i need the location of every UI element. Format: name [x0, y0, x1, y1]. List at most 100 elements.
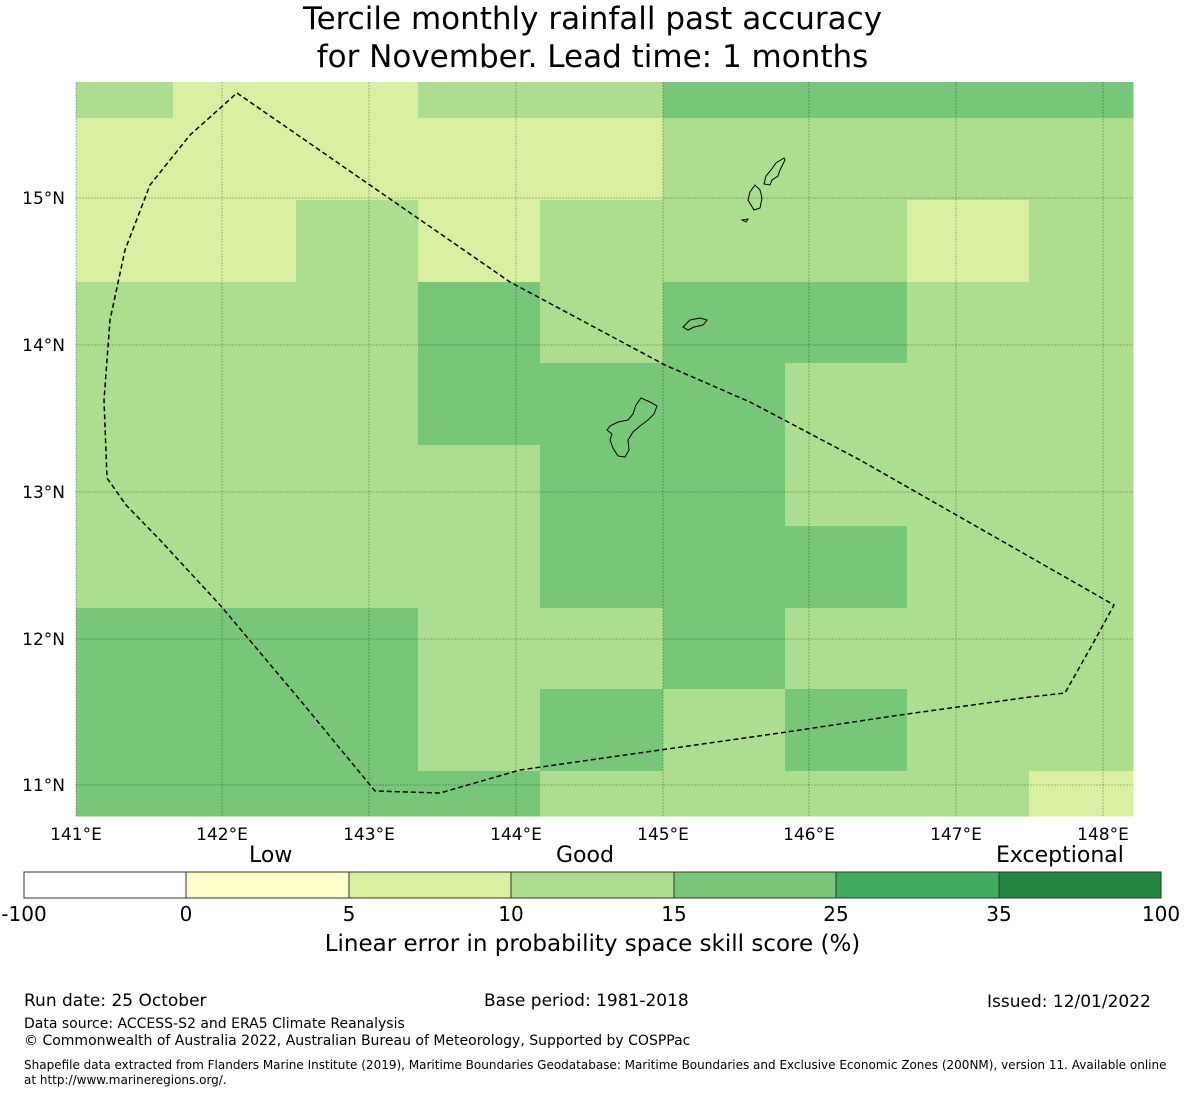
grid-cell: [663, 608, 786, 690]
grid-cell: [418, 118, 541, 201]
colorbar-segment: [23, 871, 187, 899]
grid-cell: [785, 526, 908, 609]
grid-cell: [173, 200, 297, 283]
grid-cell: [173, 445, 297, 527]
grid-cell: [173, 608, 297, 690]
grid-cell: [76, 282, 174, 364]
grid-cell: [1029, 118, 1134, 201]
grid-cell: [1029, 200, 1134, 283]
lat-tick-label: 12°N: [22, 630, 65, 650]
grid-cell: [173, 82, 297, 119]
grid-cell: [296, 118, 419, 201]
grid-cell: [663, 771, 786, 817]
island-tinian: [747, 184, 763, 211]
grid-cell: [76, 82, 174, 119]
map-title: Tercile monthly rainfall past accuracy f…: [0, 0, 1185, 76]
grid-cell: [663, 200, 786, 283]
grid-cell: [1029, 608, 1134, 690]
grid-cell: [540, 118, 664, 201]
grid-cell: [173, 118, 297, 201]
grid-cell: [173, 282, 297, 364]
grid-cell: [418, 771, 541, 817]
grid-cell: [296, 608, 419, 690]
grid-cell: [663, 526, 786, 609]
colorbar-label-exceptional: Exceptional: [996, 843, 1124, 868]
lon-tick-label: 141°E: [50, 825, 102, 845]
colorbar-tick: 10: [498, 902, 524, 926]
grid-cell: [907, 363, 1030, 446]
colorbar-label-good: Good: [556, 843, 614, 868]
colorbar-tick: 0: [179, 902, 193, 926]
colorbar-segment: [348, 871, 512, 899]
grid-cell: [540, 363, 664, 446]
lon-tick-label: 146°E: [783, 825, 835, 845]
colorbar-segment: [673, 871, 837, 899]
grid-cell: [76, 526, 174, 609]
island-rota: [682, 317, 708, 331]
lat-tick-label: 14°N: [22, 336, 65, 356]
lat-tick-label: 11°N: [22, 776, 65, 796]
grid-cell: [76, 118, 174, 201]
colorbar-label-low: Low: [249, 843, 293, 868]
lon-tick-label: 143°E: [343, 825, 395, 845]
grid-cell: [540, 200, 664, 283]
grid-cell: [663, 689, 786, 772]
grid-cell: [663, 82, 786, 119]
colorbar-tick: 35: [986, 902, 1012, 926]
grid-cell: [785, 282, 908, 364]
grid-cell: [907, 200, 1030, 283]
grid-cell: [785, 608, 908, 690]
colorbar-tick: 5: [342, 902, 356, 926]
lon-tick-label: 147°E: [930, 825, 982, 845]
grid-cell: [296, 445, 419, 527]
grid-cell: [663, 363, 786, 446]
lat-tick-label: 13°N: [22, 483, 65, 503]
grid-cell: [663, 445, 786, 527]
grid-cell: [663, 282, 786, 364]
colorbar-segment: [998, 871, 1162, 899]
colorbar-tick: -100: [1, 902, 47, 926]
grid-cell: [540, 445, 664, 527]
copyright: © Commonwealth of Australia 2022, Austra…: [24, 1033, 691, 1049]
lat-tick-label: 15°N: [22, 189, 65, 209]
grid-cell: [540, 771, 664, 817]
grid-cell: [907, 689, 1030, 772]
grid-cell: [785, 82, 908, 119]
grid-cell: [663, 118, 786, 201]
skill-grid: [76, 82, 1134, 817]
grid-cell: [76, 200, 174, 283]
lon-tick-label: 145°E: [637, 825, 689, 845]
title-line-2: for November. Lead time: 1 months: [316, 39, 869, 75]
grid-cell: [1029, 82, 1134, 119]
colorbar-segment: [185, 871, 350, 899]
grid-cell: [907, 526, 1030, 609]
grid-cell: [540, 282, 664, 364]
grid-cell: [76, 608, 174, 690]
grid-cell: [907, 82, 1030, 119]
grid-cell: [785, 200, 908, 283]
grid-cell: [296, 526, 419, 609]
lon-tick-label: 142°E: [196, 825, 248, 845]
colorbar-segment: [510, 871, 675, 899]
grid-cell: [785, 689, 908, 772]
grid-cell: [418, 82, 541, 119]
data-source: Data source: ACCESS-S2 and ERA5 Climate …: [24, 1016, 405, 1032]
grid-cell: [907, 118, 1030, 201]
grid-cell: [785, 771, 908, 817]
colorbar-tick: 100: [1141, 902, 1181, 926]
grid-cell: [296, 771, 419, 817]
grid-cell: [1029, 363, 1134, 446]
grid-cell: [173, 771, 297, 817]
grid-cell: [785, 363, 908, 446]
grid-cell: [1029, 689, 1134, 772]
grid-cell: [907, 771, 1030, 817]
grid-cell: [76, 771, 174, 817]
grid-cell: [418, 526, 541, 609]
colorbar-caption: Linear error in probability space skill …: [324, 931, 861, 957]
grid-cell: [540, 526, 664, 609]
grid-cell: [1029, 526, 1134, 609]
island-guam: [606, 397, 658, 458]
shapefile-credit-line-2: at http://www.marineregions.org/.: [24, 1073, 227, 1087]
lon-tick-label: 148°E: [1077, 825, 1129, 845]
grid-cell: [418, 282, 541, 364]
